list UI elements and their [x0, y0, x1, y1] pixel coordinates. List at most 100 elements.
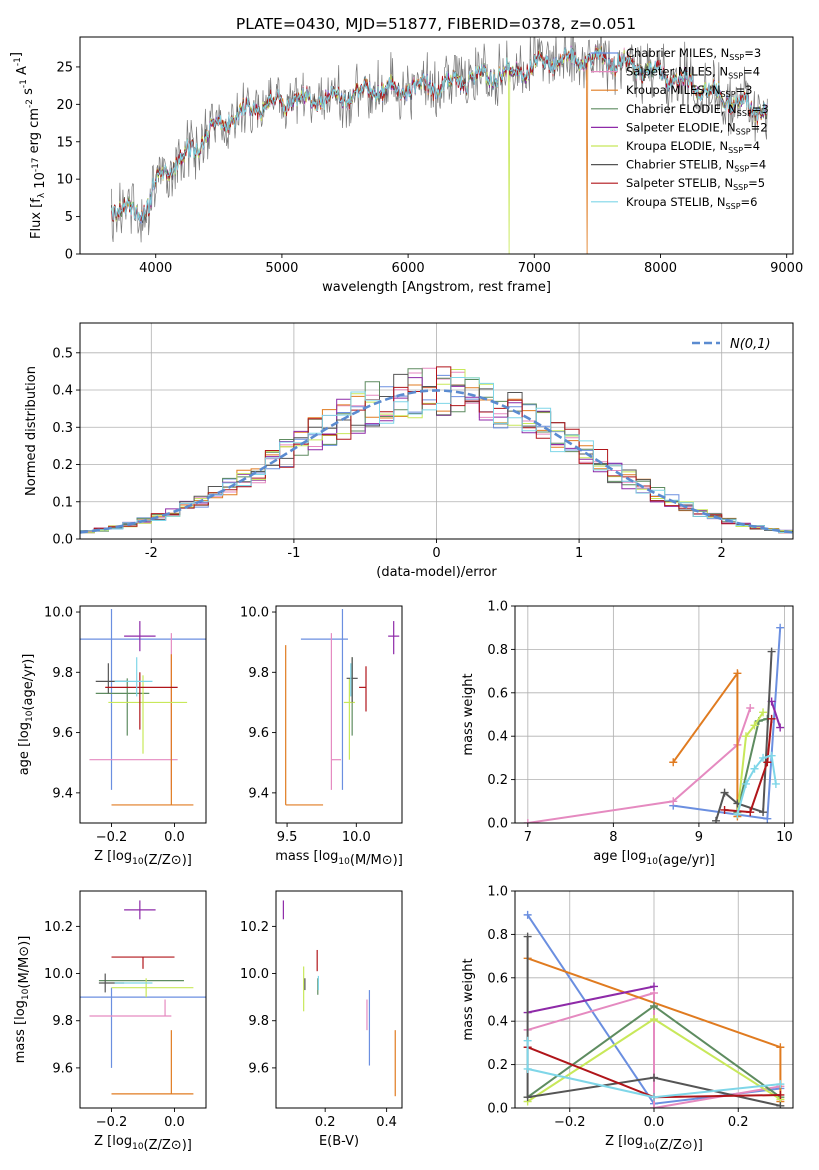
- x-axis-label: Z [log10(Z/Z⊙)]: [94, 1134, 192, 1153]
- massweight-marker: [523, 1036, 532, 1045]
- massweight-line: [527, 707, 752, 823]
- hist-legend: N(0,1): [692, 337, 771, 352]
- massweight-marker: [746, 808, 755, 817]
- x-tick-label: -1: [287, 546, 300, 561]
- x-axis-label: wavelength [Angstrom, rest frame]: [322, 280, 551, 295]
- legend-label: Salpeter ELODIE, NSSP=2: [626, 120, 768, 136]
- x-tick-label: 0: [432, 546, 440, 561]
- massweight-marker: [523, 1064, 532, 1073]
- massweight-marker: [669, 758, 678, 767]
- massweight-line: [736, 754, 777, 815]
- x-tick-label: -2: [145, 546, 158, 561]
- y-axis-label: mass weight: [461, 673, 476, 755]
- y-axis-label: age [log10(age/yr)]: [17, 654, 36, 776]
- y-tick-label: 15: [56, 135, 73, 150]
- y-tick-label: 5: [65, 210, 73, 225]
- y-tick-label: 9.8: [248, 666, 269, 681]
- y-tick-label: 1.0: [487, 600, 508, 615]
- legend-label: Kroupa MILES, NSSP=3: [626, 83, 752, 99]
- y-tick-label: 0.2: [52, 458, 73, 473]
- massweight-marker: [650, 1002, 658, 1011]
- legend-label: Salpeter STELIB, NSSP=5: [626, 176, 765, 192]
- x-tick-label: 0.2: [315, 1115, 336, 1130]
- y-tick-label: 10.2: [240, 920, 269, 935]
- y-tick-label: 9.8: [248, 1014, 269, 1029]
- plot-area: [80, 609, 206, 806]
- histogram-step: [80, 366, 793, 534]
- massweight-marker: [763, 758, 772, 767]
- y-tick-label: 9.6: [248, 1061, 269, 1076]
- massweight-marker: [759, 753, 768, 762]
- plot-area: [111, 37, 768, 254]
- plot-area: [80, 366, 793, 535]
- y-tick-label: 0.0: [487, 817, 508, 832]
- y-tick-label: 9.8: [52, 666, 73, 681]
- plot-area: [282, 900, 396, 1097]
- massweight-marker: [523, 819, 532, 823]
- y-tick-label: 0.3: [52, 421, 73, 436]
- axes-frame: [275, 890, 403, 1109]
- axes-frame: [275, 605, 403, 824]
- y-tick-label: 9.6: [52, 726, 73, 741]
- massweight-marker: [650, 982, 658, 991]
- x-tick-label: 9: [695, 830, 703, 845]
- y-tick-label: 0.8: [487, 643, 508, 658]
- legend-label: Chabrier ELODIE, NSSP=3: [626, 102, 769, 118]
- massweight-marker: [767, 714, 776, 723]
- massweight-marker: [650, 1015, 658, 1024]
- x-axis-label: mass [log10(M/M⊙)]: [275, 849, 403, 868]
- x-tick-label: −0.2: [96, 830, 128, 845]
- y-tick-label: 20: [56, 98, 73, 113]
- massweight-marker: [776, 623, 785, 632]
- massweight-marker: [771, 779, 780, 788]
- massweight-line: [526, 936, 781, 1107]
- y-tick-label: 0.4: [487, 730, 508, 745]
- massweight-line: [527, 985, 655, 1014]
- massweight-marker: [767, 647, 776, 656]
- y-tick-label: 0.8: [487, 928, 508, 943]
- massweight-marker: [523, 932, 532, 941]
- massweight-marker: [733, 810, 742, 819]
- x-tick-label: 0.0: [164, 830, 185, 845]
- panel-age-vs-Z: −0.2 0.0 9.4 9.6 9.8 10.0 Z [log10(Z/Z⊙)] age […: [17, 605, 207, 868]
- axes-frame: [79, 322, 794, 540]
- massweight-marker: [650, 1104, 658, 1108]
- massweight-marker: [759, 708, 768, 717]
- massweight-line: [770, 701, 782, 728]
- y-tick-label: 0.2: [487, 1058, 508, 1073]
- y-tick-label: 25: [56, 60, 73, 75]
- x-tick-label: 7: [524, 830, 532, 845]
- plot-area: [80, 900, 206, 1095]
- y-tick-label: 0.4: [487, 1015, 508, 1030]
- y-tick-label: 0.2: [487, 773, 508, 788]
- spectrum-data: [111, 37, 768, 243]
- plot-area: [523, 623, 785, 823]
- massweight-marker: [741, 779, 750, 788]
- spectrum-legend: Chabrier MILES, NSSP=3 Salpeter MILES, NS…: [591, 46, 769, 211]
- normal-curve: [80, 389, 793, 534]
- y-tick-label: 1.0: [487, 885, 508, 900]
- y-tick-label: 10.0: [240, 606, 269, 621]
- y-tick-label: 9.8: [52, 1014, 73, 1029]
- x-axis-label: E(B-V): [319, 1134, 359, 1149]
- y-tick-label: 10.0: [240, 967, 269, 982]
- panel-massweight-vs-age: 7 8 9 10 0.0 0.2 0.4 0.6 0.8 1.0 age [log10(age/yr…: [461, 600, 794, 868]
- y-tick-label: 0.6: [487, 971, 508, 986]
- massweight-marker: [767, 751, 776, 760]
- y-tick-label: 10.0: [44, 606, 73, 621]
- y-tick-label: 9.6: [248, 726, 269, 741]
- massweight-marker: [776, 723, 785, 732]
- x-axis-label: (data-model)/error: [376, 565, 497, 580]
- x-axis-label: Z [log10(Z/Z⊙)]: [605, 1134, 703, 1153]
- panel-residual-hist: -2 -1 0 1 2 0.0 0.1 0.2 0.3 0.4 0.5 (data-model)/er…: [24, 322, 794, 580]
- x-tick-label: 1: [575, 546, 583, 561]
- x-tick-label: 0.0: [164, 1115, 185, 1130]
- axes-frame: [514, 605, 794, 824]
- panel-massweight-vs-Z: −0.2 0.0 0.2 0.0 0.2 0.4 0.6 0.8 1.0 Z [log10(Z/Z…: [461, 885, 794, 1153]
- y-axis-label: mass [log10(M/M⊙)]: [13, 936, 32, 1064]
- y-tick-label: 0: [65, 248, 73, 263]
- panel-mass-vs-Z: −0.2 0.0 9.6 9.8 10.0 10.2 Z [log10(Z/Z⊙)] mass…: [13, 890, 207, 1153]
- massweight-marker: [763, 814, 772, 823]
- massweight-marker: [733, 669, 742, 678]
